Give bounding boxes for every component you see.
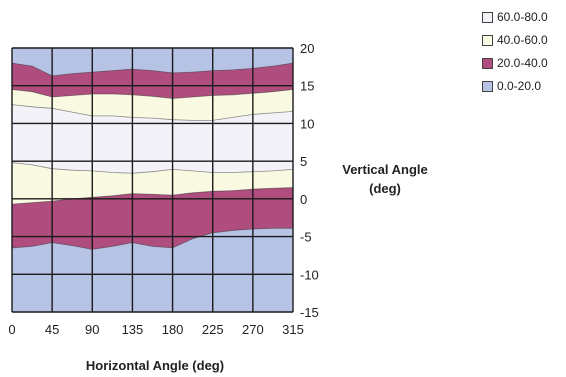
x-tick-label: 315: [282, 322, 304, 337]
legend-label-20-40: 20.0-40.0: [497, 56, 548, 70]
y-tick-label: -10: [300, 267, 319, 282]
legend-label-0-20: 0.0-20.0: [497, 79, 542, 93]
legend-swatch-40-60: [482, 35, 493, 46]
legend-swatch-20-40: [482, 58, 493, 69]
x-tick-label: 90: [85, 322, 99, 337]
y-tick-label: -5: [300, 230, 312, 245]
x-tick-label: 0: [8, 322, 15, 337]
legend-item-60-80: 60.0-80.0: [482, 6, 548, 29]
x-tick-label: 270: [242, 322, 264, 337]
legend: 60.0-80.0 40.0-60.0 20.0-40.0 0.0-20.0: [482, 6, 548, 98]
x-tick-label: 180: [162, 322, 184, 337]
legend-item-40-60: 40.0-60.0: [482, 29, 548, 52]
x-tick-label: 45: [45, 322, 59, 337]
y-tick-label: 20: [300, 41, 314, 56]
legend-item-0-20: 0.0-20.0: [482, 75, 548, 98]
y-axis-title-line1: Vertical Angle: [342, 162, 428, 177]
legend-swatch-60-80: [482, 12, 493, 23]
y-axis-title-line2: (deg): [369, 181, 401, 196]
y-tick-label: -15: [300, 305, 319, 320]
legend-label-60-80: 60.0-80.0: [497, 10, 548, 24]
grid-lines: [11, 47, 294, 313]
legend-label-40-60: 40.0-60.0: [497, 33, 548, 47]
x-tick-label: 135: [122, 322, 144, 337]
y-tick-label: 0: [300, 192, 307, 207]
y-tick-label: 10: [300, 116, 314, 131]
x-tick-label: 225: [202, 322, 224, 337]
band-areas: [11, 47, 294, 313]
y-tick-label: 15: [300, 79, 314, 94]
y-axis-ticks: 20 15 10 5 0 -5 -10 -15: [300, 41, 319, 320]
legend-swatch-0-20: [482, 81, 493, 92]
y-tick-label: 5: [300, 154, 307, 169]
x-axis-title: Horizontal Angle (deg): [86, 358, 224, 373]
x-axis-ticks: 0 45 90 135 180 225 270 315: [8, 322, 303, 337]
legend-item-20-40: 20.0-40.0: [482, 52, 548, 75]
